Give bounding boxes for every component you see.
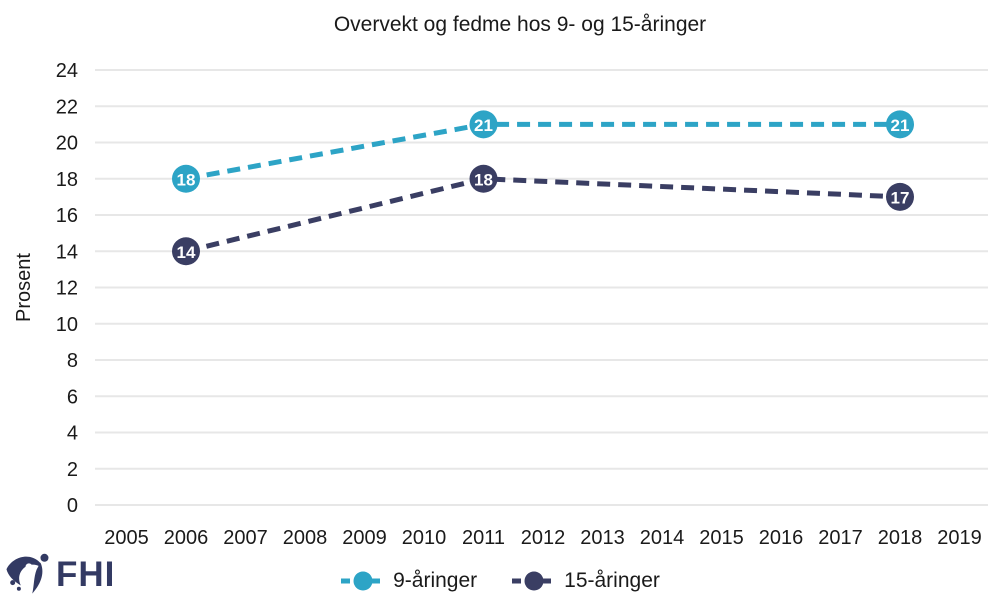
chart-title: Overvekt og fedme hos 9- og 15-åringer (333, 13, 707, 36)
x-tick-label: 2005 (104, 527, 149, 549)
y-tick-label: 12 (56, 278, 78, 300)
data-point-marker (172, 164, 200, 193)
data-point-label: 21 (891, 116, 910, 135)
series-line-9-åringer (185, 121, 900, 182)
data-point-label: 18 (474, 170, 493, 189)
y-tick-label: 24 (56, 60, 78, 82)
y-tick-label: 10 (56, 314, 78, 336)
y-axis-label: Prosent (13, 253, 35, 322)
y-tick-label: 16 (56, 205, 78, 227)
x-tick-label: 2011 (462, 527, 505, 549)
x-tick-label: 2019 (937, 527, 982, 549)
data-point-label: 18 (177, 170, 196, 189)
x-tick-label: 2009 (342, 527, 387, 549)
x-tick-label: 2012 (521, 527, 566, 549)
data-point-marker (469, 110, 498, 139)
y-tick-label: 8 (67, 350, 78, 372)
y-tick-label: 20 (56, 133, 78, 155)
fhi-logo: FHI (5, 553, 115, 595)
data-point-marker (469, 164, 498, 193)
x-tick-label: 2018 (878, 527, 923, 549)
x-tick-label: 2006 (164, 527, 209, 549)
x-tick-label: 2010 (402, 527, 447, 549)
x-tick-label: 2016 (759, 527, 804, 549)
x-tick-label: 2014 (640, 527, 685, 549)
x-tick-label: 2015 (699, 527, 744, 549)
x-tick-label: 2017 (818, 527, 863, 549)
data-point-marker (886, 110, 914, 139)
x-tick-label: 2013 (580, 527, 625, 549)
y-tick-label: 2 (67, 459, 78, 481)
data-point-label: 17 (891, 188, 910, 207)
y-tick-label: 4 (67, 423, 78, 445)
y-tick-label: 18 (56, 169, 78, 191)
fhi-logo-icon (6, 553, 49, 594)
data-point-label: 21 (474, 116, 493, 135)
fhi-logo-text: FHI (56, 554, 116, 594)
x-tick-label: 2008 (283, 527, 328, 549)
y-tick-label: 14 (56, 241, 78, 263)
y-tick-label: 6 (67, 386, 78, 408)
y-tick-label: 22 (56, 96, 78, 118)
data-point-marker (886, 182, 914, 211)
data-point-marker (172, 237, 200, 266)
data-point-label: 14 (177, 243, 196, 262)
x-tick-label: 2007 (223, 527, 268, 549)
y-tick-label: 0 (67, 495, 78, 517)
